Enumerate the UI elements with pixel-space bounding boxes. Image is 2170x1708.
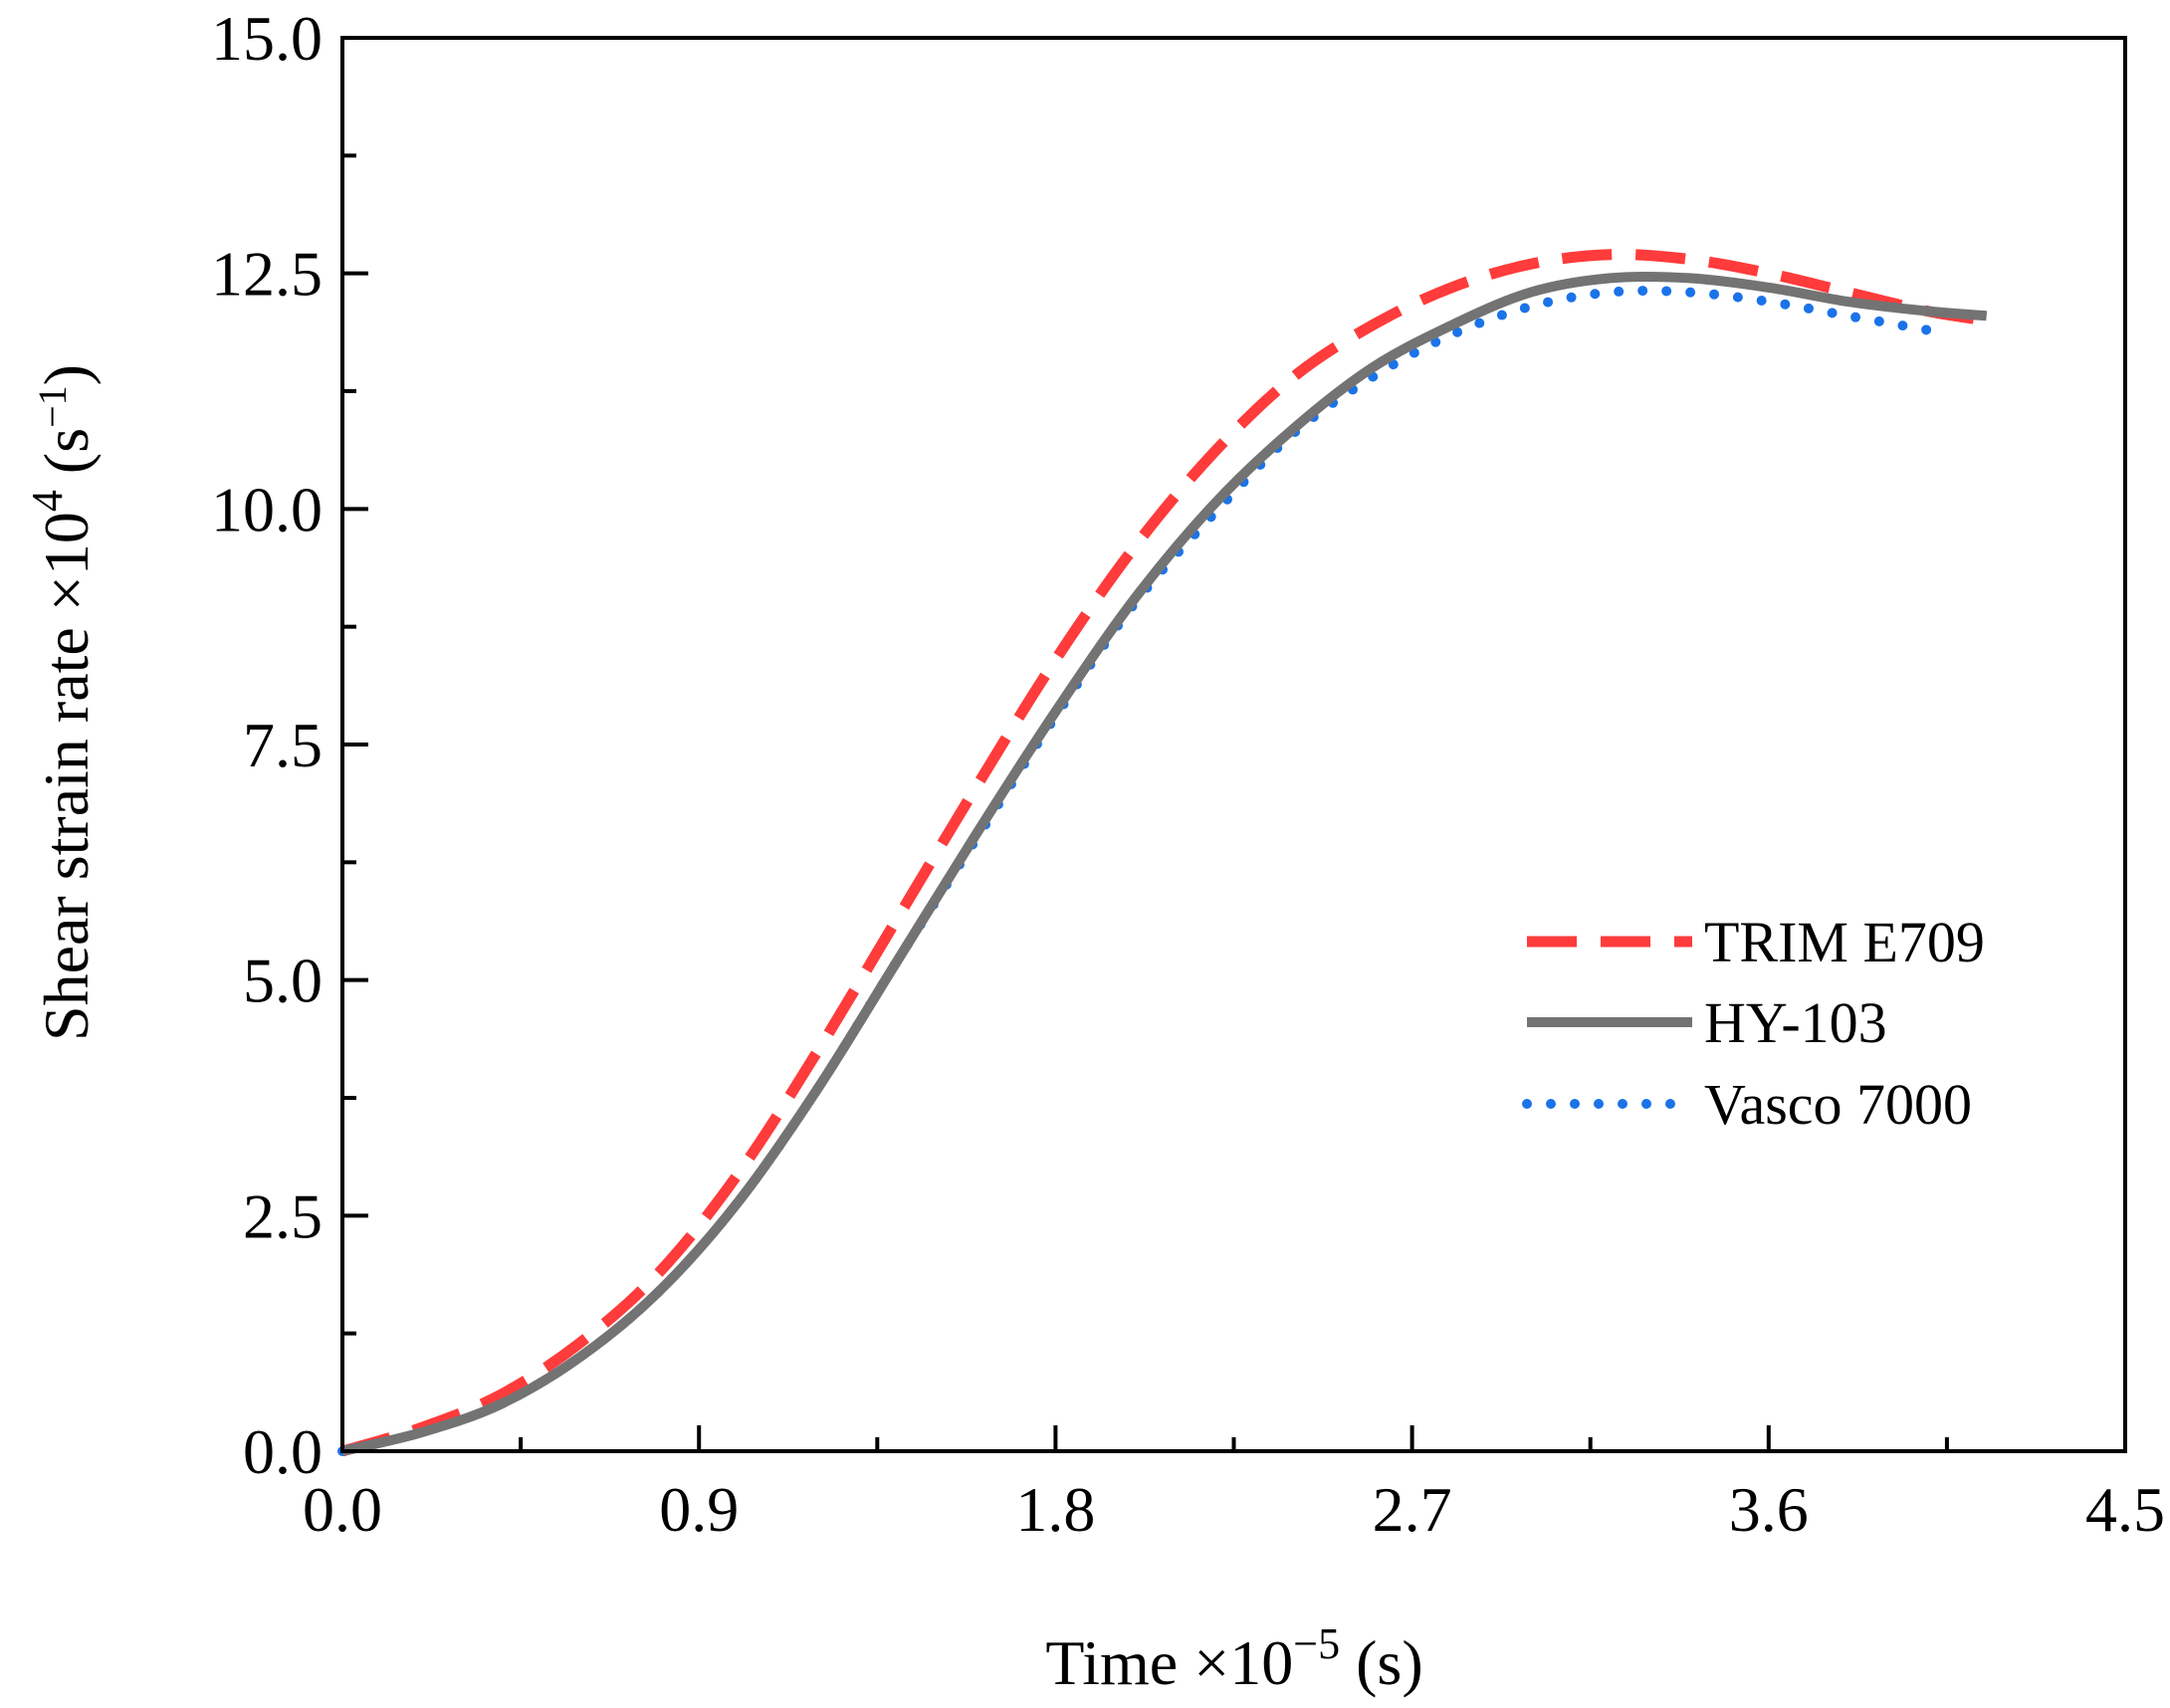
x-tick-label: 4.5	[2085, 1474, 2165, 1545]
series-layer	[337, 249, 1988, 1457]
x-tick-label: 2.7	[1373, 1474, 1452, 1545]
y-axis-unit-exponent: −1	[30, 385, 75, 428]
y-tick-label: 7.5	[243, 710, 323, 780]
y-tick-label: 5.0	[243, 946, 323, 1016]
legend-label-hy-103: HY-103	[1704, 990, 1887, 1055]
series-line-vasco-7000	[337, 286, 1932, 1456]
series-line-hy-103	[340, 271, 1988, 1456]
x-axis-title-exponent: −5	[1293, 1619, 1340, 1668]
plot-frame	[340, 36, 2127, 1453]
x-tick-label: 1.8	[1015, 1474, 1095, 1545]
ticks-layer	[340, 36, 2127, 1453]
y-tick-label: 0.0	[243, 1416, 323, 1487]
y-tick-label: 15.0	[211, 3, 323, 74]
y-tick-label: 10.0	[211, 474, 323, 544]
x-tick-label: 0.0	[303, 1474, 382, 1545]
y-tick-label: 12.5	[211, 239, 323, 310]
legend-label-trim-e709: TRIM E709	[1704, 910, 1985, 974]
legend: TRIM E709 HY-103 Vasco 7000	[1522, 910, 1985, 1137]
tick-labels-layer: 0.0 0.9 1.8 2.7 3.6 4.5 0.0 2.5 5.0 7.5 10.0 12.5 15…	[211, 3, 2165, 1545]
x-tick-label: 0.9	[659, 1474, 739, 1545]
y-tick-label: 2.5	[243, 1180, 323, 1251]
x-axis-title: Time ×10−5 (s)	[1045, 1619, 1422, 1698]
y-axis-title-exponent: 4	[23, 490, 72, 512]
y-axis-title: Shear strain rate ×104 (s−1)	[23, 364, 102, 1041]
legend-label-vasco-7000: Vasco 7000	[1704, 1072, 1972, 1137]
series-line-trim-e709	[340, 249, 1988, 1457]
x-tick-label: 3.6	[1729, 1474, 1809, 1545]
